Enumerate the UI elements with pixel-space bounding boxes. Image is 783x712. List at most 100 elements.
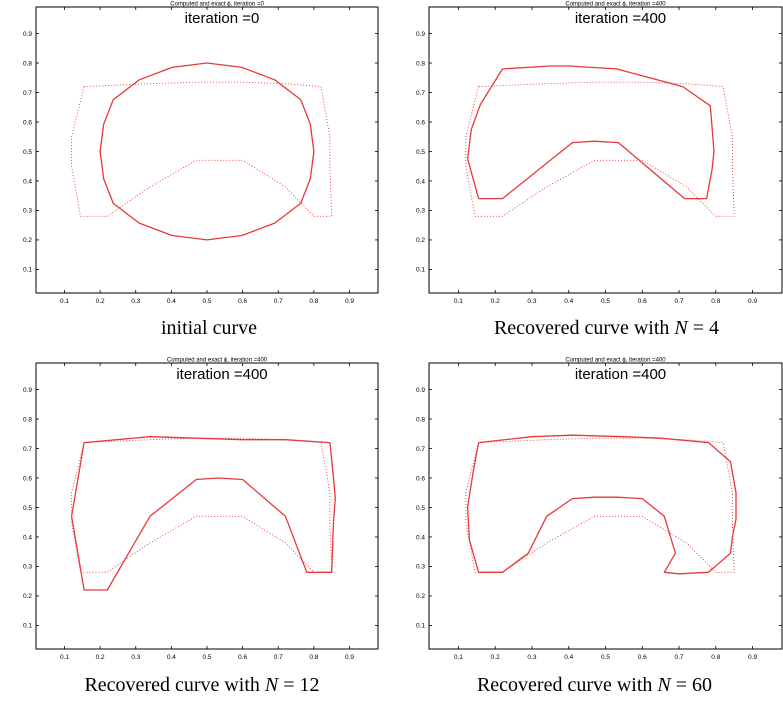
plot-title: Computed and exact ϕ, iteration =400 [565, 358, 666, 364]
plot-title: Computed and exact ϕ, iteration =400 [167, 358, 268, 364]
y-tick-label: 0.7 [416, 90, 425, 97]
plot-title: Computed and exact ϕ, iteration =400 [565, 2, 666, 8]
iteration-annotation: iteration =400 [575, 10, 666, 27]
y-tick-label: 0.8 [23, 416, 32, 423]
x-tick-label: 0.6 [638, 654, 647, 661]
y-tick-label: 0.9 [23, 31, 32, 38]
caption-n4: Recovered curve with N = 4 [430, 317, 783, 340]
exact-curve-series [465, 437, 735, 573]
y-tick-label: 0.2 [416, 593, 425, 600]
x-tick-label: 0.5 [601, 298, 610, 305]
y-tick-label: 0.5 [416, 505, 425, 512]
plot-frame [428, 6, 783, 294]
y-tick-label: 0.8 [23, 60, 32, 67]
y-tick-label: 0.6 [416, 119, 425, 126]
x-tick-label: 0.2 [96, 654, 105, 661]
y-tick-label: 0.9 [416, 387, 425, 394]
y-tick-label: 0.7 [416, 446, 425, 453]
y-tick-label: 0.1 [416, 623, 425, 630]
computed-curve-series [466, 65, 715, 200]
y-tick-label: 0.3 [23, 208, 32, 215]
y-tick-label: 0.3 [23, 564, 32, 571]
plot-frame [35, 6, 379, 294]
caption-eq: = [278, 674, 300, 696]
y-tick-label: 0.2 [416, 237, 425, 244]
caption-eq: = [687, 317, 710, 339]
x-tick-label: 0.9 [748, 654, 757, 661]
caption-var: N [264, 674, 279, 696]
x-tick-label: 0.1 [60, 298, 69, 305]
y-tick-label: 0.9 [23, 387, 32, 394]
iteration-annotation: iteration =400 [575, 366, 666, 383]
x-tick-label: 0.9 [748, 298, 757, 305]
y-tick-label: 0.7 [23, 446, 32, 453]
x-tick-label: 0.3 [131, 654, 140, 661]
y-tick-label: 0.6 [23, 475, 32, 482]
y-tick-label: 0.1 [416, 267, 425, 274]
y-tick-label: 0.4 [23, 534, 32, 541]
x-tick-label: 0.8 [309, 298, 318, 305]
x-tick-label: 0.8 [711, 654, 720, 661]
chart-recovered-n4: Computed and exact ϕ, iteration =400 0.1 0… [416, 2, 783, 305]
caption-text: Recovered curve with [476, 674, 658, 696]
iteration-annotation: iteration =400 [176, 366, 267, 383]
x-tick-label: 0.6 [238, 654, 247, 661]
y-tick-label: 0.5 [23, 505, 32, 512]
y-tick-label: 0.4 [416, 178, 425, 185]
plot-frame [35, 362, 379, 650]
x-tick-label: 0.7 [274, 298, 283, 305]
caption-eq: = [670, 674, 693, 696]
y-tick-label: 0.7 [23, 90, 32, 97]
caption-text: initial curve [160, 317, 258, 339]
y-tick-label: 0.5 [23, 149, 32, 156]
x-tick-label: 0.4 [167, 654, 176, 661]
caption-value: 12 [299, 674, 320, 696]
y-tick-label: 0.4 [23, 178, 32, 185]
y-tick-label: 0.2 [23, 593, 32, 600]
x-tick-label: 0.3 [527, 298, 536, 305]
chart-recovered-n12: Computed and exact ϕ, iteration =400 0.1 0… [23, 358, 379, 661]
caption-initial: initial curve [39, 317, 379, 340]
y-tick-label: 0.6 [23, 119, 32, 126]
panel-initial: Computed and exact ϕ, iteration =0 0.1 0.2… [0, 0, 380, 356]
y-tick-label: 0.8 [416, 60, 425, 67]
x-tick-label: 0.7 [675, 654, 684, 661]
x-tick-label: 0.8 [711, 298, 720, 305]
caption-n12: Recovered curve with N = 12 [24, 674, 380, 697]
x-tick-label: 0.3 [527, 654, 536, 661]
computed-curve-series [466, 434, 737, 575]
x-tick-label: 0.1 [454, 298, 463, 305]
y-tick-label: 0.5 [416, 149, 425, 156]
y-tick-label: 0.9 [416, 31, 425, 38]
caption-var: N [674, 317, 688, 339]
computed-curve-series [99, 62, 315, 241]
caption-var: N [657, 674, 671, 696]
x-tick-label: 0.6 [638, 298, 647, 305]
panel-n60: Computed and exact ϕ, iteration =400 0.1 0… [400, 356, 783, 712]
caption-text: Recovered curve with [493, 317, 675, 339]
x-tick-label: 0.2 [96, 298, 105, 305]
y-tick-label: 0.8 [416, 416, 425, 423]
x-tick-label: 0.4 [167, 298, 176, 305]
plot-frame [428, 362, 783, 650]
x-tick-label: 0.5 [601, 654, 610, 661]
x-tick-label: 0.9 [345, 654, 354, 661]
x-tick-label: 0.6 [238, 298, 247, 305]
x-tick-label: 0.5 [202, 298, 211, 305]
y-tick-label: 0.6 [416, 475, 425, 482]
x-tick-label: 0.8 [309, 654, 318, 661]
y-tick-label: 0.4 [416, 534, 425, 541]
y-tick-label: 0.3 [416, 564, 425, 571]
computed-curve-series [70, 436, 336, 591]
caption-n60: Recovered curve with N = 60 [406, 674, 783, 697]
x-tick-label: 0.7 [274, 654, 283, 661]
chart-initial-curve: Computed and exact ϕ, iteration =0 0.1 0.2… [23, 2, 379, 305]
x-tick-label: 0.2 [491, 298, 500, 305]
exact-curve-series [71, 81, 333, 217]
x-tick-label: 0.2 [491, 654, 500, 661]
caption-text: Recovered curve with [84, 674, 265, 696]
x-tick-label: 0.4 [564, 298, 573, 305]
x-tick-label: 0.1 [60, 654, 69, 661]
x-tick-label: 0.3 [131, 298, 140, 305]
caption-value: 60 [692, 674, 713, 696]
